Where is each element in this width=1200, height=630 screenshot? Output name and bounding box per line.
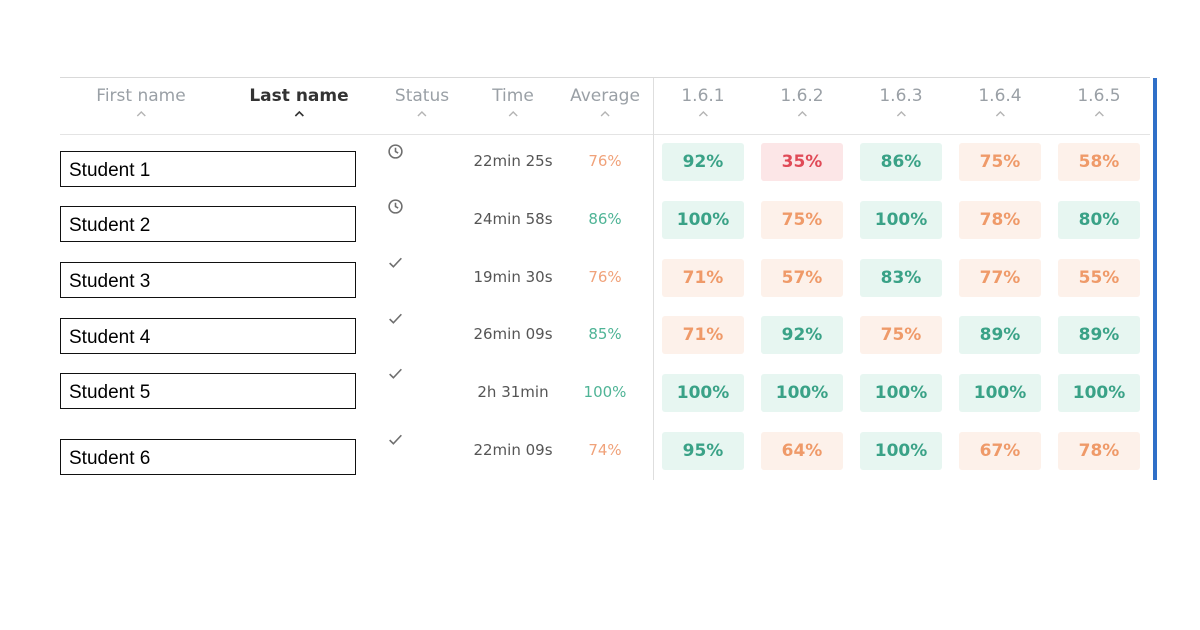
score-badge[interactable]: 100%: [761, 374, 843, 412]
score-badge[interactable]: 100%: [959, 374, 1041, 412]
score-badge[interactable]: 80%: [1058, 201, 1140, 239]
student-name-cell[interactable]: Student 1: [60, 151, 356, 187]
column-header-first-name[interactable]: First name: [96, 85, 186, 120]
time-cell: 22min 09s: [473, 441, 553, 459]
score-badge[interactable]: 86%: [860, 143, 942, 181]
chevron-up-icon: [1094, 111, 1104, 117]
score-badge[interactable]: 92%: [761, 316, 843, 354]
column-header-label: Time: [492, 86, 534, 106]
column-header-status[interactable]: Status: [395, 85, 449, 120]
column-header-label: 1.6.4: [978, 86, 1022, 106]
header-bottom-border: [60, 134, 1150, 135]
score-badge[interactable]: 100%: [1058, 374, 1140, 412]
chevron-up-icon: [508, 111, 518, 117]
student-name-cell[interactable]: Student 6: [60, 439, 356, 475]
score-badge[interactable]: 89%: [959, 316, 1041, 354]
score-badge[interactable]: 100%: [860, 201, 942, 239]
score-badge[interactable]: 78%: [1058, 432, 1140, 470]
score-badge[interactable]: 75%: [860, 316, 942, 354]
student-name-cell[interactable]: Student 3: [60, 262, 356, 298]
check-icon: [389, 434, 402, 445]
score-badge[interactable]: 57%: [761, 259, 843, 297]
score-badge[interactable]: 100%: [662, 374, 744, 412]
average-cell: 100%: [583, 383, 627, 401]
column-header-section[interactable]: 1.6.5: [1077, 85, 1121, 120]
chevron-up-icon: [698, 111, 708, 117]
score-badge[interactable]: 75%: [959, 143, 1041, 181]
score-badge[interactable]: 71%: [662, 316, 744, 354]
time-cell: 26min 09s: [473, 325, 553, 343]
column-header-section[interactable]: 1.6.1: [681, 85, 725, 120]
column-header-section[interactable]: 1.6.4: [978, 85, 1022, 120]
scroll-indicator-bar: [1153, 78, 1157, 480]
chevron-up-icon: [294, 110, 304, 117]
score-badge[interactable]: 89%: [1058, 316, 1140, 354]
column-header-label: 1.6.2: [780, 86, 824, 106]
column-header-label: 1.6.5: [1077, 86, 1121, 106]
score-badge[interactable]: 95%: [662, 432, 744, 470]
score-badge[interactable]: 64%: [761, 432, 843, 470]
column-header-label: Last name: [249, 86, 349, 106]
chevron-up-icon: [797, 111, 807, 117]
average-cell: 76%: [588, 268, 622, 286]
time-cell: 24min 58s: [473, 210, 553, 228]
column-header-time[interactable]: Time: [492, 85, 534, 120]
time-cell: 19min 30s: [473, 268, 553, 286]
score-badge[interactable]: 35%: [761, 143, 843, 181]
check-icon: [389, 257, 402, 268]
score-badge[interactable]: 71%: [662, 259, 744, 297]
average-cell: 76%: [588, 152, 622, 170]
score-badge[interactable]: 58%: [1058, 143, 1140, 181]
header-top-border: [60, 77, 1150, 78]
score-badge[interactable]: 92%: [662, 143, 744, 181]
column-header-label: 1.6.3: [879, 86, 923, 106]
column-header-label: Status: [394, 86, 450, 106]
score-badge[interactable]: 55%: [1058, 259, 1140, 297]
clock-icon: [388, 199, 403, 214]
score-badge[interactable]: 100%: [860, 374, 942, 412]
score-badge[interactable]: 100%: [860, 432, 942, 470]
average-cell: 85%: [588, 325, 622, 343]
chevron-up-icon: [136, 111, 146, 117]
column-header-label: 1.6.1: [681, 86, 725, 106]
chevron-up-icon: [417, 111, 427, 117]
sections-divider: [653, 78, 654, 480]
column-header-label: First name: [96, 86, 186, 106]
clock-icon: [388, 144, 403, 159]
chevron-up-icon: [600, 111, 610, 117]
score-badge[interactable]: 83%: [860, 259, 942, 297]
column-header-last-name[interactable]: Last name: [249, 85, 349, 120]
score-badge[interactable]: 75%: [761, 201, 843, 239]
time-cell: 2h 31min: [477, 383, 549, 401]
score-badge[interactable]: 100%: [662, 201, 744, 239]
column-header-section[interactable]: 1.6.2: [780, 85, 824, 120]
chevron-up-icon: [995, 111, 1005, 117]
chevron-up-icon: [896, 111, 906, 117]
student-name-cell[interactable]: Student 5: [60, 373, 356, 409]
score-badge[interactable]: 78%: [959, 201, 1041, 239]
student-name-cell[interactable]: Student 4: [60, 318, 356, 354]
column-header-section[interactable]: 1.6.3: [879, 85, 923, 120]
column-header-average[interactable]: Average: [570, 85, 640, 120]
column-header-label: Average: [570, 86, 640, 106]
check-icon: [389, 368, 402, 379]
student-name-cell[interactable]: Student 2: [60, 206, 356, 242]
time-cell: 22min 25s: [473, 152, 553, 170]
check-icon: [389, 313, 402, 324]
average-cell: 86%: [588, 210, 622, 228]
score-badge[interactable]: 67%: [959, 432, 1041, 470]
score-badge[interactable]: 77%: [959, 259, 1041, 297]
average-cell: 74%: [588, 441, 622, 459]
